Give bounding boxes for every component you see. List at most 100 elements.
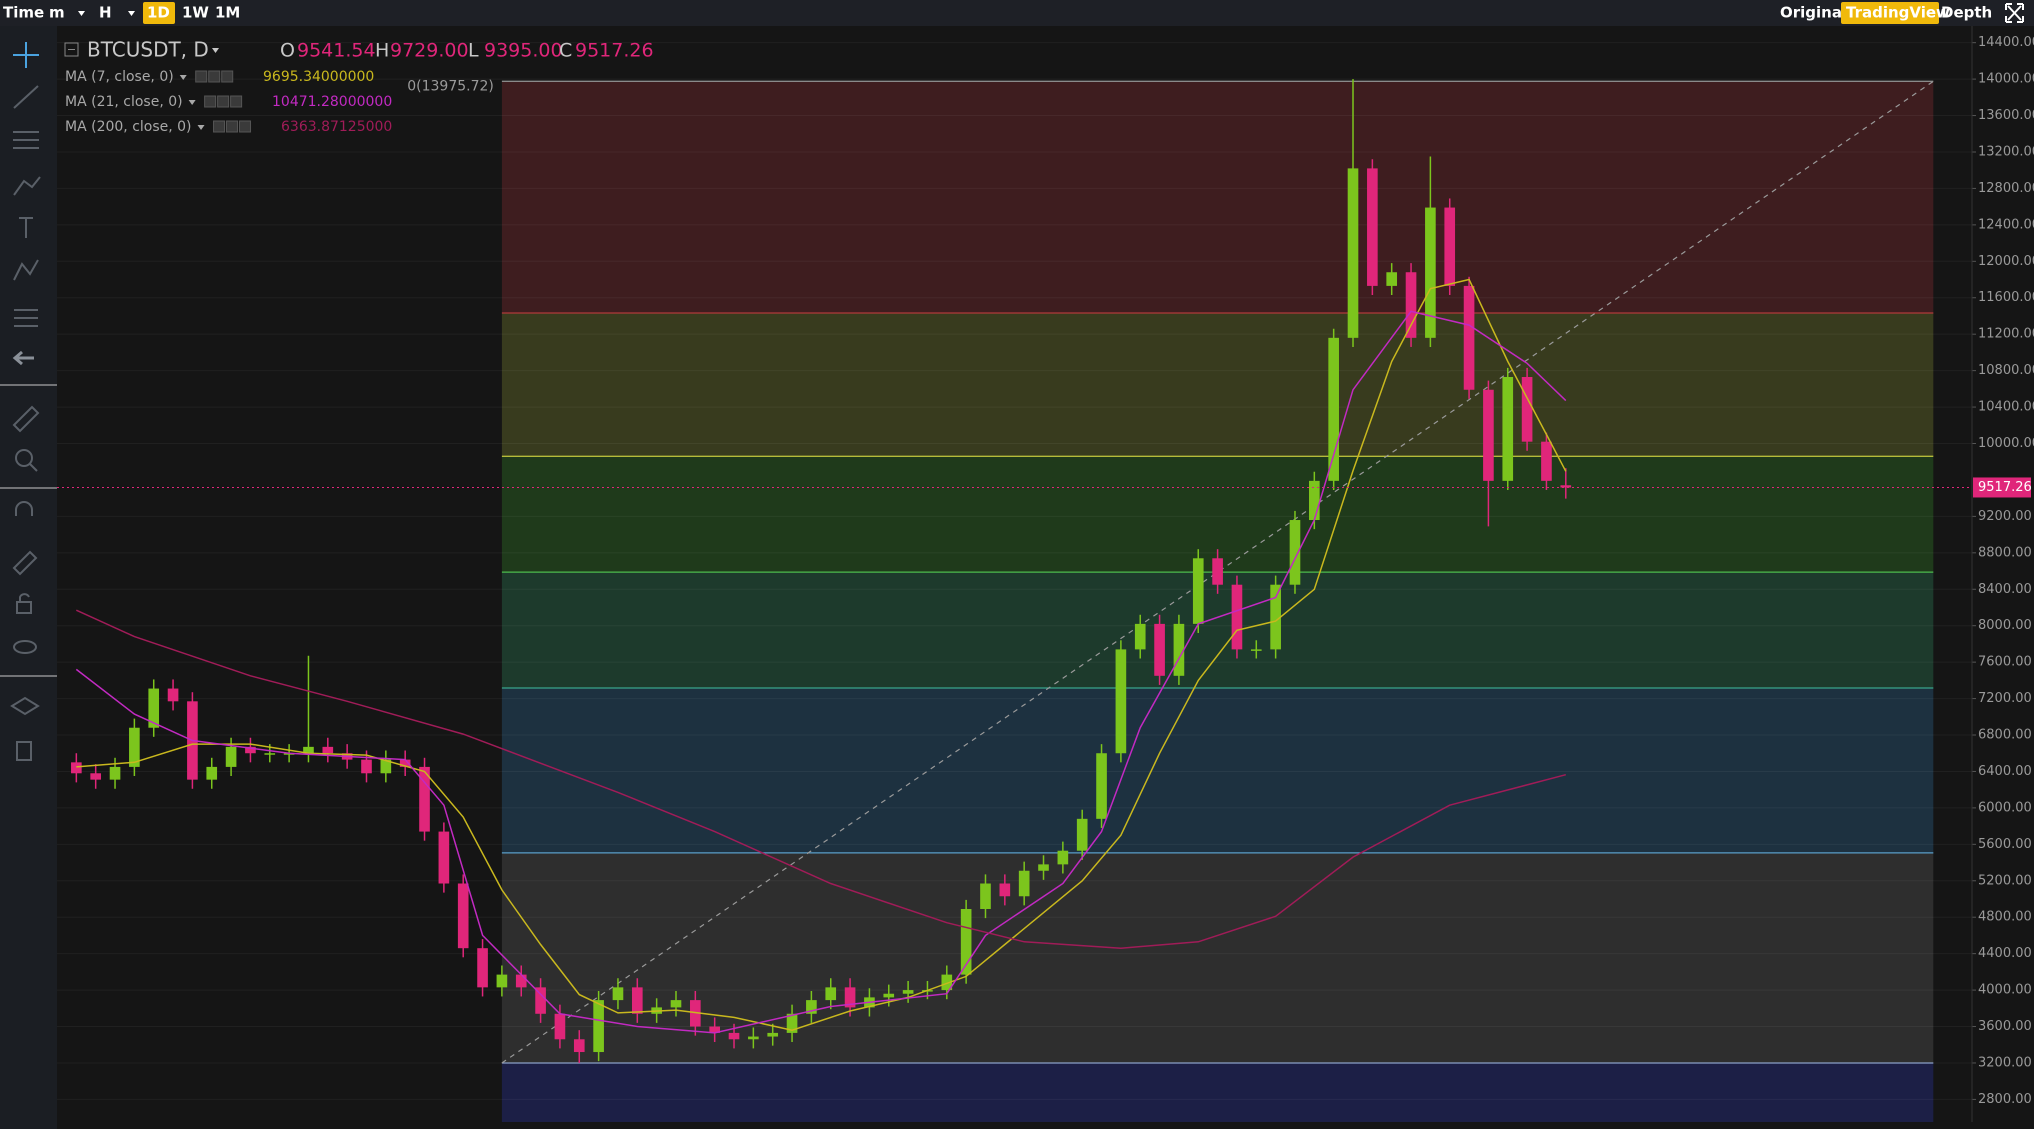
y-tick-label: 8800.00 (1978, 545, 2032, 560)
fib-band (501, 312, 1934, 457)
candle-body (1347, 168, 1359, 338)
candle-body (554, 1013, 566, 1040)
y-tick-label: 9200.00 (1978, 509, 2032, 524)
collapse-icon[interactable] (64, 42, 79, 57)
candle-body (129, 727, 140, 767)
moving-average-line (75, 609, 1566, 949)
candle-body (1309, 480, 1320, 521)
tool-icons[interactable] (10, 42, 41, 761)
current-price-tag (1973, 477, 2031, 498)
candle-body (148, 688, 160, 728)
candle-body (690, 1000, 701, 1027)
fullscreen-icon[interactable] (2005, 3, 2024, 23)
y-tick-label: 10400.00 (1978, 400, 2034, 415)
view-button[interactable]: Original (1780, 4, 1847, 22)
interval-button[interactable]: 1W (182, 4, 209, 22)
candle-body (1270, 584, 1281, 650)
candle-body (245, 746, 256, 754)
candle-body (515, 974, 527, 988)
legend-value: 10471.28000000 (272, 94, 392, 110)
legend-icon[interactable] (217, 95, 230, 108)
legend-icon[interactable] (195, 70, 208, 83)
dropdown-caret[interactable] (212, 48, 219, 53)
y-tick-label: 10800.00 (1978, 363, 2034, 378)
y-tick-label: 6000.00 (1978, 800, 2032, 815)
legend-caret (188, 100, 196, 105)
legend-icon[interactable] (213, 120, 226, 133)
interval-button[interactable]: m (49, 4, 65, 22)
y-tick-label: 6400.00 (1978, 764, 2032, 779)
interval-button[interactable]: 1M (215, 4, 240, 22)
candle-body (999, 883, 1011, 897)
candle-body (1018, 870, 1030, 897)
ohlc-value: 9541.54 (297, 40, 376, 62)
legend-icon[interactable] (204, 95, 217, 108)
candle-body (496, 974, 508, 988)
candle-body (1231, 584, 1243, 650)
y-tick-label: 3200.00 (1978, 1055, 2032, 1070)
candle-body (1541, 441, 1552, 481)
candle-body (1367, 168, 1378, 286)
candle-body (1173, 623, 1185, 676)
candle-body (825, 987, 837, 1001)
moving-average-line (75, 310, 1567, 1034)
candle-body (1250, 649, 1262, 651)
candle-body (593, 1000, 604, 1053)
candle-body (902, 990, 914, 994)
legend-icon[interactable] (208, 70, 221, 83)
candle-body (399, 759, 411, 767)
candle-body (361, 759, 372, 774)
y-tick-label: 14400.00 (1978, 35, 2034, 50)
candle-body (1560, 485, 1572, 488)
candle-body (303, 746, 314, 754)
candle-body (883, 993, 895, 998)
legend-icon[interactable] (239, 120, 252, 133)
symbol-title: BTCUSDT, D (87, 38, 209, 62)
candle-body (670, 1000, 682, 1008)
candle-body (709, 1026, 720, 1033)
legend-icon[interactable] (226, 120, 239, 133)
interval-button[interactable]: H (99, 4, 112, 22)
ohlc-key: O (280, 40, 295, 62)
ohlc-key: C (559, 40, 572, 62)
y-tick-label: 5200.00 (1978, 873, 2032, 888)
symbol-header: BTCUSDT, D O 9541.54 H 9729.00 L 9395.00C 9517… (64, 38, 654, 135)
ohlc-value: 9517.26 (575, 40, 654, 62)
y-tick-label: 13200.00 (1978, 144, 2034, 159)
candle-body (71, 762, 82, 774)
y-tick-label: 4400.00 (1978, 946, 2032, 961)
top-toolbar-bg (0, 0, 2034, 26)
candle-body (1444, 207, 1456, 286)
y-tick-label: 7600.00 (1978, 655, 2032, 670)
candle-body (980, 883, 991, 910)
view-active-bg (1841, 2, 1939, 24)
legend-name: MA (200, close, 0) (65, 119, 192, 135)
view-button[interactable]: TradingView (1846, 4, 1950, 22)
candle-body (844, 987, 856, 1008)
fib-level-label: 0(13975.72) (407, 78, 494, 94)
legend-icon[interactable] (230, 95, 243, 108)
interval-button[interactable]: 1D (147, 4, 170, 22)
fib-band (501, 687, 1934, 853)
interval-button[interactable]: Time (3, 4, 44, 22)
ohlc-value: 9729.00 (390, 40, 469, 62)
candle-body (1076, 818, 1088, 851)
ohlc-key: L (468, 40, 479, 62)
ohlc-value: 9395.00 (484, 40, 563, 62)
legend-caret (197, 125, 205, 130)
legend-icon[interactable] (221, 70, 234, 83)
legend-name: MA (7, close, 0) (65, 69, 174, 85)
y-tick-label: 2800.00 (1978, 1092, 2032, 1107)
candle-body (1134, 623, 1146, 650)
y-tick-label: 12400.00 (1978, 217, 2034, 232)
candle-body (1386, 272, 1398, 286)
candle-body (1425, 207, 1436, 338)
view-button[interactable]: Depth (1941, 4, 1992, 22)
ohlc-key: H (375, 40, 389, 62)
candle-body (1405, 272, 1417, 338)
dropdown-caret[interactable] (78, 11, 135, 16)
interval-active-bg (143, 2, 175, 24)
candle-body (631, 987, 643, 1014)
candle-body (457, 883, 469, 949)
